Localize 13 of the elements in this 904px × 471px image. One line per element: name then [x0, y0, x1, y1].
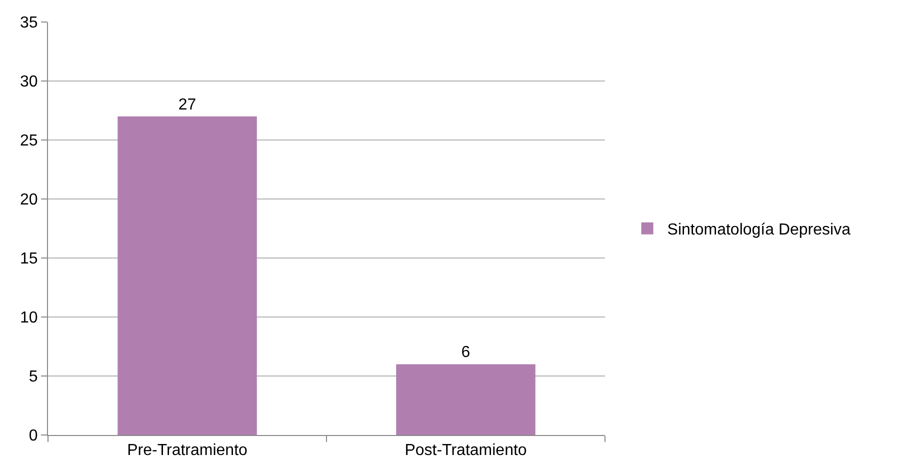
- data-label: 6: [461, 344, 470, 362]
- y-tick-label: 0: [28, 428, 38, 445]
- data-label: 27: [178, 96, 196, 114]
- y-tick-label: 35: [20, 14, 38, 32]
- x-tick-label: Pre-Tratramiento: [127, 442, 248, 460]
- y-tick-label: 15: [20, 250, 38, 268]
- y-tick-label: 5: [28, 368, 38, 386]
- y-tick-label: 10: [20, 310, 38, 327]
- y-tick-label: 30: [20, 74, 38, 91]
- legend-label: Sintomatología Depresiva: [667, 222, 851, 239]
- y-tick-label: 25: [20, 132, 38, 150]
- x-tick-label: Post-Tratamiento: [404, 442, 527, 460]
- y-tick-label: 20: [20, 192, 38, 209]
